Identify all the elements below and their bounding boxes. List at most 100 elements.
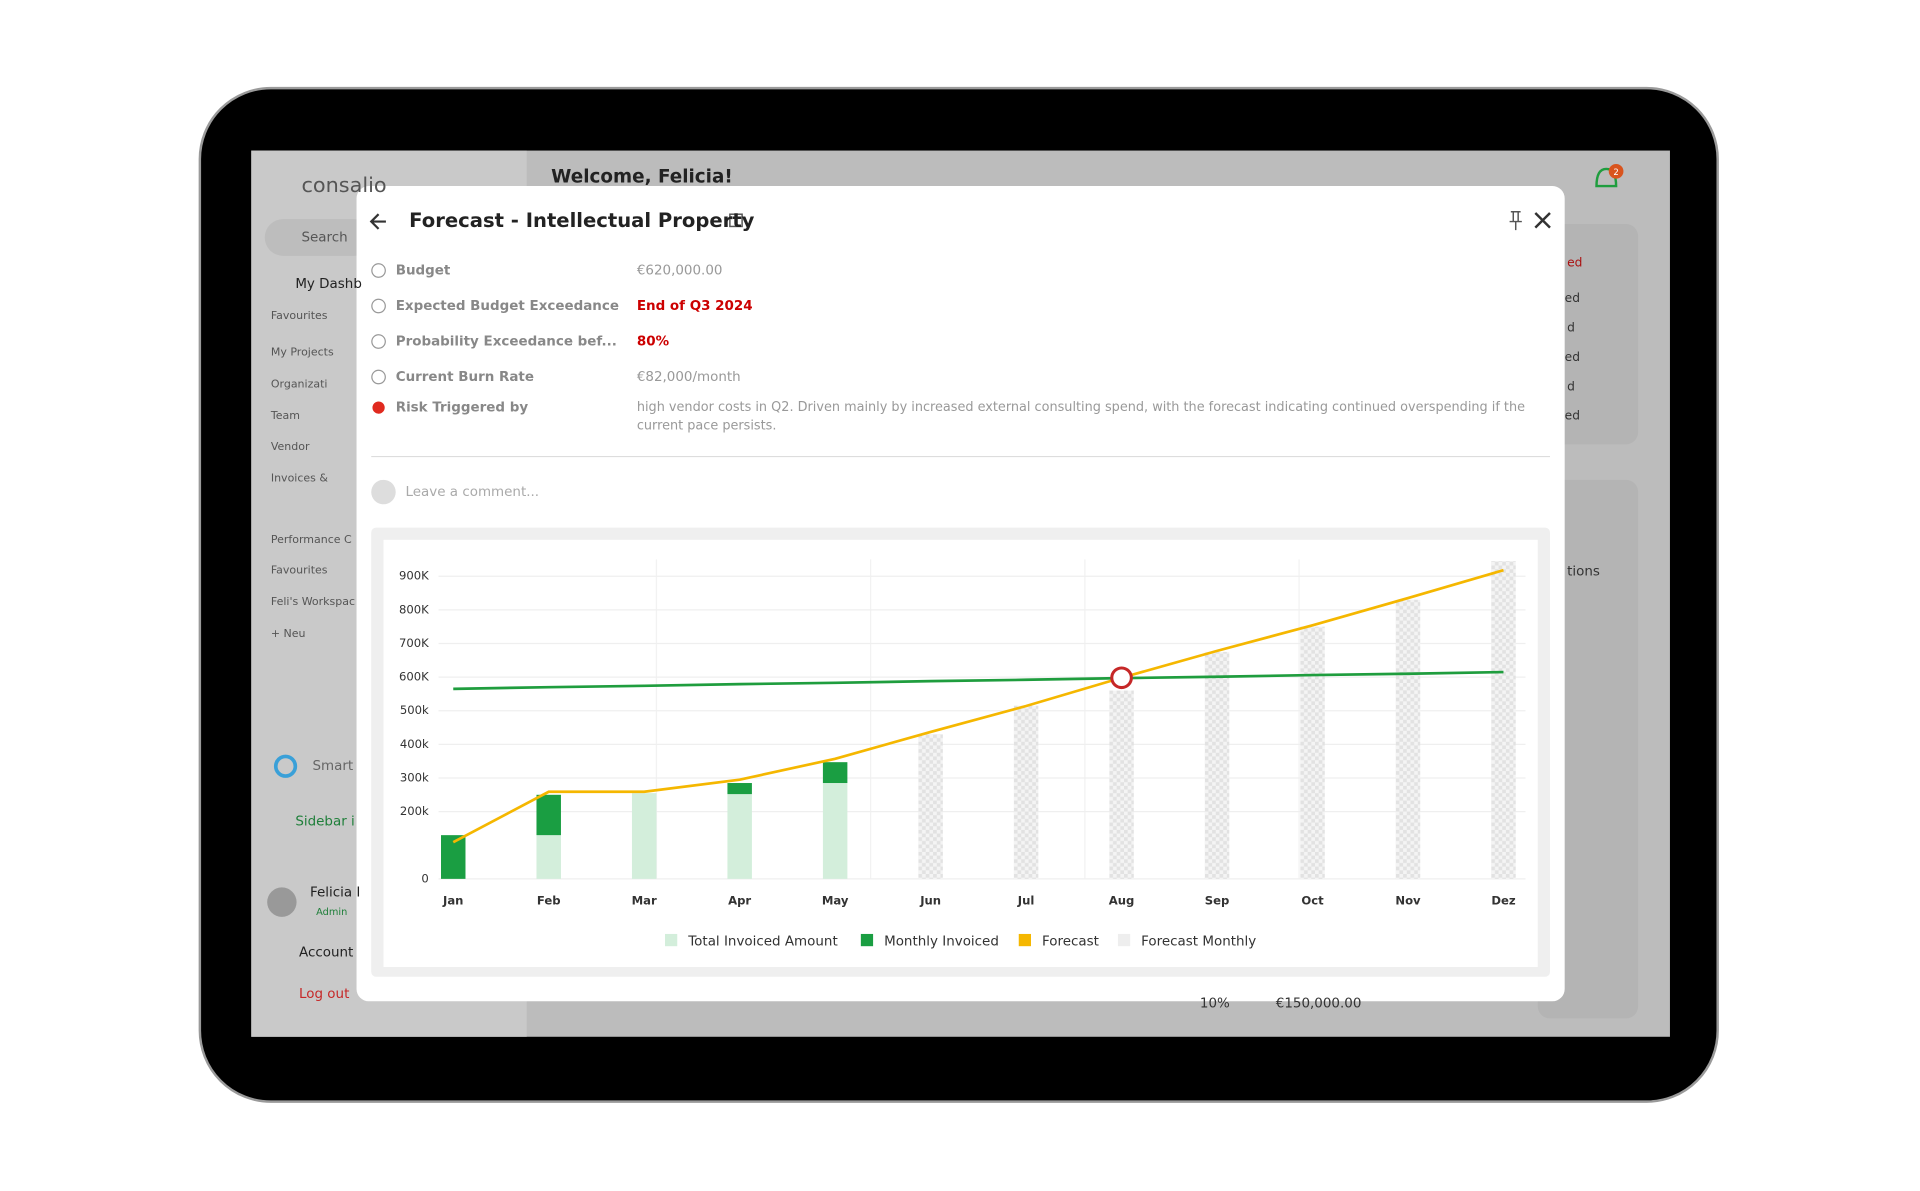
field-value: End of Q3 2024 — [637, 299, 753, 314]
legend-label[interactable]: Monthly Invoiced — [884, 934, 999, 949]
close-button[interactable] — [1534, 212, 1551, 229]
bg-fragment: ed — [1565, 350, 1580, 364]
bg-fragment: ed — [1565, 409, 1580, 423]
field-label: Risk Triggered by — [396, 401, 529, 416]
bar — [727, 794, 752, 879]
nav-item[interactable]: My Projects — [271, 346, 334, 359]
x-tick-label: Jul — [1017, 893, 1035, 907]
bar — [536, 794, 561, 836]
legend-label[interactable]: Total Invoiced Amount — [687, 934, 837, 949]
field-value: €620,000.00 — [637, 264, 723, 279]
account[interactable]: Account — [299, 945, 353, 960]
y-tick-label: 400k — [400, 737, 429, 751]
sidebar-toggle[interactable]: Sidebar i — [295, 814, 354, 829]
search[interactable]: Search — [301, 230, 347, 245]
budget-line — [453, 670, 1504, 691]
x-tick-label: Jun — [919, 893, 941, 907]
nav-item[interactable]: Team — [270, 409, 300, 422]
field-label: Current Burn Rate — [396, 370, 534, 385]
legend-label[interactable]: Forecast — [1042, 934, 1099, 949]
bar — [727, 783, 752, 795]
bg-fragment: d — [1567, 321, 1575, 335]
legend-swatch — [1117, 933, 1131, 947]
bg-fragment: ed — [1567, 256, 1582, 270]
y-tick-label: 600K — [399, 670, 429, 684]
legend-swatch — [1018, 933, 1031, 947]
nav-item[interactable]: Vendor — [271, 440, 310, 453]
forecast-monthly-bar — [1109, 690, 1134, 879]
nav-item[interactable]: Invoices & — [271, 472, 329, 485]
chart-area — [383, 539, 1538, 967]
pin-button[interactable] — [1509, 211, 1522, 231]
legend-swatch — [665, 933, 678, 947]
y-tick-label: 800K — [399, 602, 429, 616]
forecast-monthly-bar — [1395, 599, 1421, 879]
bar — [822, 762, 848, 784]
forecast-monthly-bar — [1013, 705, 1039, 879]
user-name: Felicia I — [310, 885, 360, 900]
nav-item[interactable]: Feli's Workspac — [271, 595, 355, 608]
avatar — [371, 479, 396, 505]
nav-item[interactable]: + Neu — [271, 627, 306, 640]
bg-fragment: 10% — [1200, 997, 1230, 1012]
field-value: €82,000/month — [637, 370, 741, 385]
y-tick-label: 500k — [400, 703, 429, 717]
back-button[interactable] — [369, 213, 386, 230]
legend-label[interactable]: Forecast Monthly — [1141, 934, 1256, 949]
risk-dot — [372, 401, 385, 414]
field-icon — [371, 369, 386, 385]
x-tick-label: Aug — [1109, 893, 1135, 907]
y-tick-label: 300k — [400, 770, 429, 784]
bar — [631, 793, 657, 879]
x-tick-label: May — [822, 893, 849, 907]
badge-count: 2 — [1613, 168, 1618, 178]
field-value: current pace persists. — [637, 418, 777, 433]
bar — [822, 783, 848, 879]
field-value: 80% — [637, 335, 670, 350]
comment-input[interactable]: Leave a comment... — [406, 485, 540, 500]
x-tick-label: Nov — [1395, 893, 1421, 907]
bg-fragment: d — [1567, 379, 1575, 393]
bell-icon[interactable] — [1595, 167, 1618, 188]
nav-item[interactable]: Favourites — [271, 309, 328, 322]
user-role: Admin — [316, 907, 347, 918]
y-tick-label: 0 — [421, 871, 428, 885]
field-label: Probability Exceedance bef... — [396, 335, 617, 350]
bg-fragment: €150,000.00 — [1276, 997, 1362, 1012]
smart-icon — [273, 754, 298, 778]
y-tick-label: 200k — [400, 804, 429, 818]
field-icon — [371, 298, 386, 314]
field-icon — [371, 263, 386, 278]
bg-fragment: tions — [1567, 565, 1600, 580]
nav-item[interactable]: Performance C — [271, 533, 352, 546]
user-avatar — [267, 887, 297, 917]
bg-fragment: ed — [1565, 291, 1580, 305]
nav-item[interactable]: Favourites — [271, 563, 328, 576]
x-tick-label: Jan — [442, 893, 463, 907]
bar — [441, 835, 466, 879]
legend-swatch — [860, 933, 874, 947]
x-tick-label: Apr — [728, 893, 751, 907]
forecast-monthly-bar — [1204, 651, 1230, 879]
field-label: Budget — [396, 264, 451, 279]
nav-item[interactable]: My Dashb — [295, 277, 362, 292]
x-tick-label: Feb — [537, 893, 561, 907]
exceedance-marker — [1110, 666, 1133, 690]
logo: consalio — [301, 173, 386, 197]
bar — [536, 835, 561, 879]
modal-title: Forecast - Intellectual Property — [409, 209, 755, 232]
forecast-line — [452, 568, 1504, 844]
nav-item[interactable]: Organizati — [271, 377, 328, 390]
welcome: Welcome, Felicia! — [551, 166, 733, 187]
field-label: Expected Budget Exceedance — [396, 299, 619, 314]
logout[interactable]: Log out — [299, 987, 349, 1002]
x-tick-label: Sep — [1205, 893, 1230, 907]
open-external[interactable] — [729, 213, 743, 228]
forecast-monthly-bar — [1491, 561, 1516, 879]
smart: Smart — [312, 759, 353, 774]
field-value: high vendor costs in Q2. Driven mainly b… — [637, 400, 1525, 415]
field-icon — [371, 334, 386, 349]
y-tick-label: 700K — [399, 636, 429, 650]
